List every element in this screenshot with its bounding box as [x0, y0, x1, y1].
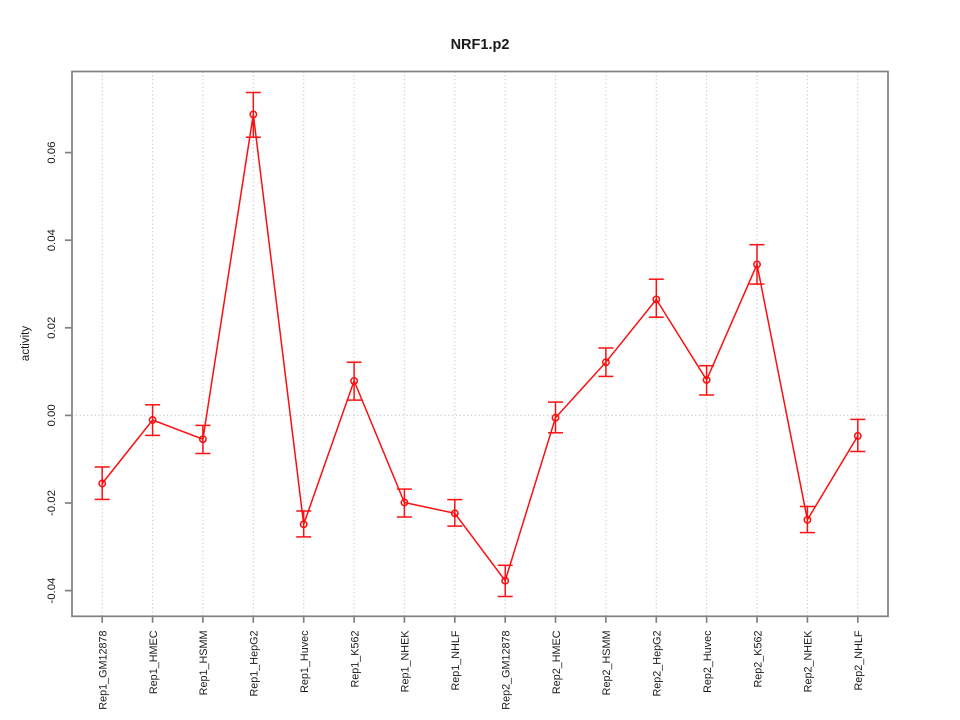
svg-text:Rep1_NHLF: Rep1_NHLF [450, 630, 462, 690]
svg-text:-0.04: -0.04 [46, 578, 58, 604]
svg-text:activity: activity [20, 326, 32, 361]
svg-text:Rep2_NHEK: Rep2_NHEK [803, 630, 815, 693]
svg-text:Rep1_NHEK: Rep1_NHEK [400, 630, 412, 693]
svg-text:0.06: 0.06 [46, 142, 58, 164]
svg-text:Rep2_HSMM: Rep2_HSMM [601, 631, 613, 696]
svg-text:Rep2_HepG2: Rep2_HepG2 [652, 631, 664, 697]
svg-text:Rep2_K562: Rep2_K562 [752, 631, 764, 688]
svg-text:Rep1_Huvec: Rep1_Huvec [299, 630, 311, 693]
svg-text:Rep1_GM12878: Rep1_GM12878 [98, 631, 110, 710]
svg-text:0.04: 0.04 [46, 229, 58, 251]
svg-text:Rep2_GM12878: Rep2_GM12878 [501, 631, 513, 710]
svg-text:Rep1_HMEC: Rep1_HMEC [148, 630, 160, 694]
svg-text:Rep2_HMEC: Rep2_HMEC [551, 630, 563, 694]
svg-text:NRF1.p2: NRF1.p2 [451, 37, 510, 53]
svg-text:0.02: 0.02 [46, 317, 58, 339]
svg-text:Rep1_K562: Rep1_K562 [349, 631, 361, 688]
svg-text:-0.02: -0.02 [46, 490, 58, 516]
svg-text:0.00: 0.00 [46, 404, 58, 426]
svg-text:Rep2_NHLF: Rep2_NHLF [853, 630, 865, 690]
svg-text:Rep2_Huvec: Rep2_Huvec [702, 630, 714, 693]
svg-text:Rep1_HSMM: Rep1_HSMM [198, 631, 210, 696]
svg-text:Rep1_HepG2: Rep1_HepG2 [249, 631, 261, 697]
